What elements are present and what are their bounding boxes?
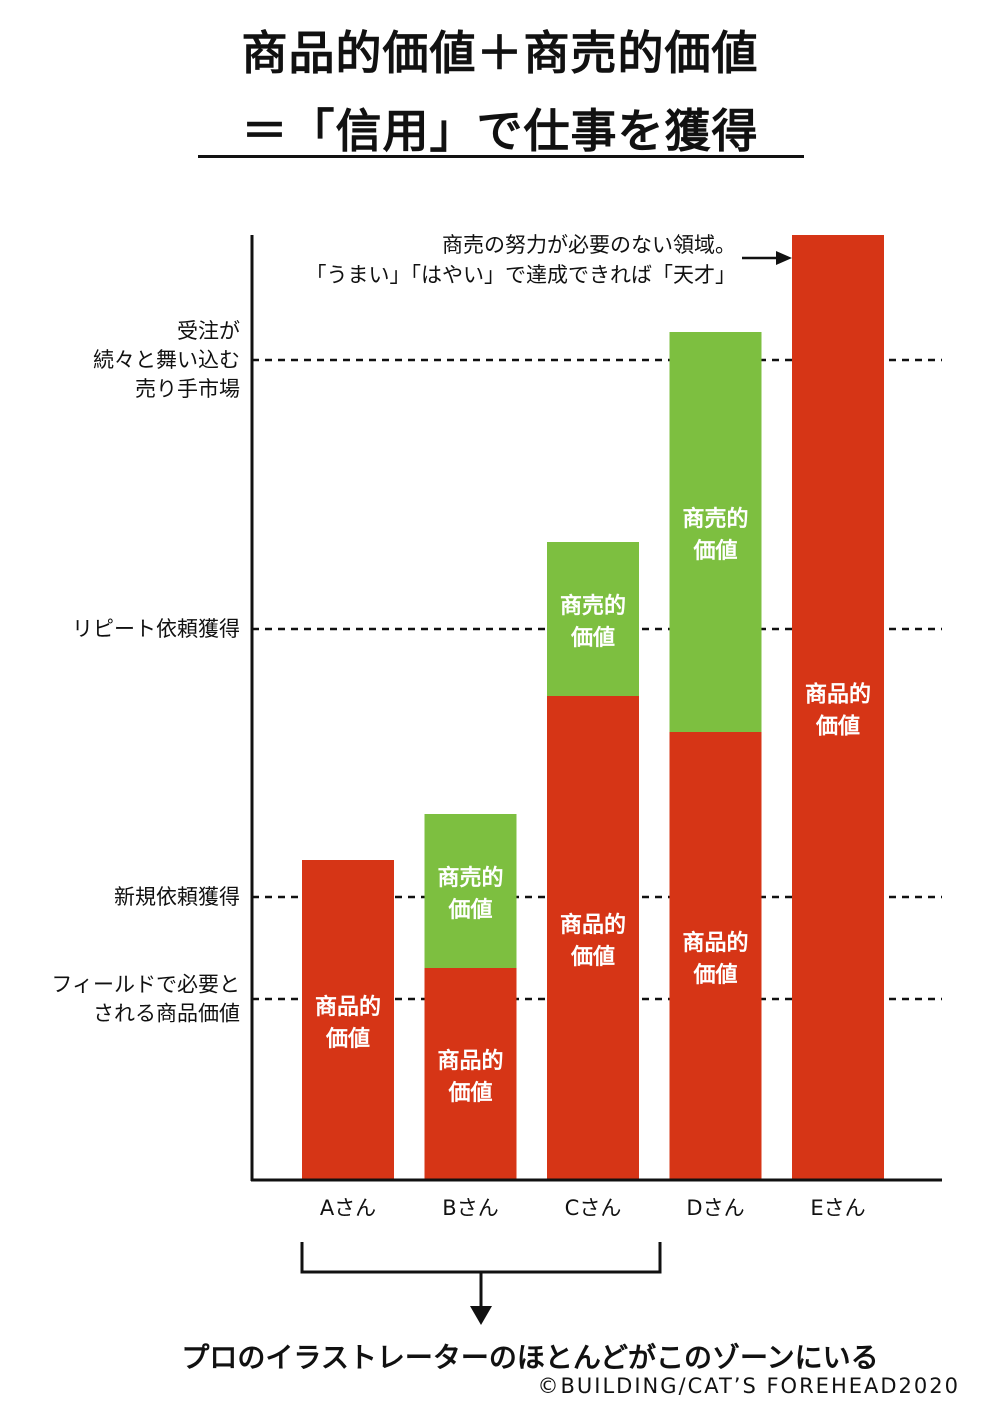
category-label-3: Dさん <box>686 1196 744 1220</box>
bar-label-0-4-b: 価値 <box>815 715 860 740</box>
bar-label-0-3-a: 商品的 <box>682 930 748 956</box>
bar-label-0-4-a: 商品的 <box>805 682 871 708</box>
bar-label-1-3-b: 価値 <box>692 539 737 564</box>
title-line-2: ＝「信用」で仕事を獲得 <box>241 104 759 158</box>
bar-label-1-1-b: 価値 <box>447 898 492 923</box>
bar-sales-1 <box>424 814 517 968</box>
bar-product-0 <box>302 860 394 1180</box>
zone-arrow-head <box>470 1306 492 1325</box>
level-label-0-0: 受注が <box>177 319 240 343</box>
bar-label-1-1-a: 商売的 <box>437 865 503 891</box>
level-label-1-0: リピート依頼獲得 <box>72 617 240 641</box>
bar-label-0-2-a: 商品的 <box>560 912 626 938</box>
title-line-1: 商品的価値＋商売的価値 <box>241 26 759 80</box>
level-label-3-0: フィールドで必要と <box>51 973 240 997</box>
level-label-2-0: 新規依頼獲得 <box>114 885 240 909</box>
bar-label-0-2-b: 価値 <box>570 945 615 970</box>
bar-label-0-1-a: 商品的 <box>437 1048 503 1074</box>
bar-label-0-0-b: 価値 <box>325 1027 370 1052</box>
bar-product-1 <box>424 968 517 1180</box>
zone-bracket <box>300 1242 662 1274</box>
bar-label-1-2-a: 商売的 <box>560 593 626 619</box>
bar-label-0-1-b: 価値 <box>447 1081 492 1106</box>
category-label-4: Eさん <box>810 1196 865 1220</box>
bar-label-1-2-b: 価値 <box>570 626 615 651</box>
category-label-0: Aさん <box>320 1196 376 1220</box>
title-underline <box>198 155 804 158</box>
annotation-arrow-head <box>776 251 792 265</box>
bar-label-0-0-a: 商品的 <box>315 994 381 1020</box>
level-label-0-1: 続々と舞い込む <box>93 348 240 372</box>
annotation-line-2: 「うまい」「はやい」で達成できれば「天才」 <box>306 263 737 287</box>
bar-product-2 <box>547 696 639 1180</box>
level-label-0-2: 売り手市場 <box>135 377 240 401</box>
bar-label-0-3-b: 価値 <box>692 963 737 988</box>
category-label-1: Bさん <box>442 1196 498 1220</box>
copyright-text: ©BUILDING/CAT’S FOREHEAD2020 <box>537 1374 960 1398</box>
level-label-3-1: される商品価値 <box>93 1002 240 1026</box>
bar-product-4 <box>792 235 884 1180</box>
category-label-2: Cさん <box>565 1196 622 1220</box>
bar-label-1-3-a: 商売的 <box>682 506 748 532</box>
zone-caption: プロのイラストレーターのほとんどがこのゾーンにいる <box>181 1341 879 1374</box>
bar-product-3 <box>669 732 762 1180</box>
bar-sales-2 <box>547 542 639 696</box>
bar-sales-3 <box>669 332 762 732</box>
annotation-line-1: 商売の努力が必要のない領域。 <box>442 233 736 257</box>
